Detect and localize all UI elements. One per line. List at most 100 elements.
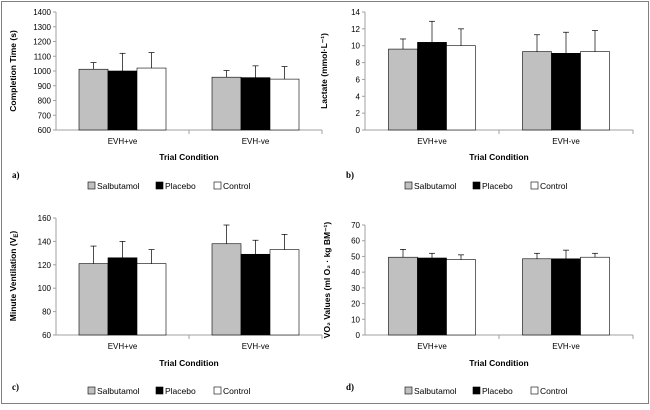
- y-axis-label-end: ): [8, 231, 18, 234]
- legend-label-control: Control: [223, 181, 251, 191]
- legend-label-control: Control: [540, 181, 568, 191]
- y-tick-label: 1000: [33, 67, 51, 76]
- x-category-label: EVH+ve: [417, 342, 447, 351]
- legend-swatch-control: [213, 181, 222, 190]
- legend-swatch-salbutamol: [87, 181, 96, 190]
- bar-salbutamol: [388, 256, 418, 336]
- y-tick-label: 1100: [34, 52, 52, 61]
- panel-label: c): [12, 382, 19, 392]
- bar-salbutamol: [78, 263, 109, 336]
- bar-control: [580, 256, 610, 336]
- chart-panel-2: 0 2 4 6 8 10 12 14 EVH+ve EVH-ve Trial Condition La…: [319, 8, 634, 191]
- legend-swatch-salbutamol: [404, 181, 413, 190]
- legend-label-placebo: Placebo: [165, 181, 196, 191]
- legend-label-placebo: Placebo: [165, 386, 196, 396]
- legend-swatch-salbutamol: [87, 386, 96, 395]
- legend-swatch-placebo: [155, 181, 164, 190]
- y-tick-label: 700: [38, 111, 52, 120]
- bar-control: [136, 263, 167, 336]
- y-tick-label: 1300: [33, 23, 51, 32]
- y-tick-label: 12: [351, 25, 360, 34]
- figure-frame: [1, 1, 649, 404]
- bar-placebo: [107, 257, 138, 336]
- legend-label-salbutamol: Salbutamol: [414, 181, 457, 191]
- bar-salbutamol: [388, 48, 418, 131]
- bar-placebo: [107, 70, 138, 131]
- y-tick-label: 14: [351, 8, 360, 17]
- y-tick-label: 0: [356, 331, 361, 340]
- y-tick-label: 60: [351, 237, 360, 246]
- y-tick-label: 50: [351, 252, 360, 261]
- legend-label-salbutamol: Salbutamol: [97, 181, 140, 191]
- y-tick-label: 100: [38, 284, 52, 293]
- legend-label-salbutamol: Salbutamol: [414, 386, 457, 396]
- x-category-label: EVH+ve: [417, 137, 447, 146]
- x-category-label: EVH+ve: [108, 342, 138, 351]
- y-tick-label: 120: [38, 261, 52, 270]
- bar-placebo: [240, 253, 271, 336]
- y-tick-label: 8: [356, 59, 361, 68]
- y-tick-label: 600: [38, 126, 52, 135]
- bar-placebo: [551, 258, 581, 336]
- y-axis-label: Completion Time (s): [8, 30, 18, 112]
- legend-swatch-control: [530, 386, 539, 395]
- legend: Salbutamol Placebo Control: [404, 181, 568, 191]
- bar-salbutamol: [211, 243, 242, 336]
- bar-control: [446, 259, 476, 336]
- y-axis-label-text: VO₂ Values (ml O₂ · kg BM⁻¹): [322, 222, 332, 339]
- panel-label: b): [346, 170, 354, 180]
- y-tick-label: 2: [356, 109, 361, 118]
- legend: Salbutamol Placebo Control: [87, 386, 251, 396]
- bar-placebo: [240, 77, 271, 131]
- y-axis-label-text: Completion Time (s): [8, 30, 18, 112]
- y-tick-label: 60: [42, 331, 51, 340]
- legend: Salbutamol Placebo Control: [87, 181, 251, 191]
- y-tick-label: 10: [351, 42, 360, 51]
- y-tick-label: 1400: [33, 8, 51, 17]
- legend: Salbutamol Placebo Control: [404, 386, 568, 396]
- x-axis-label: Trial Condition: [469, 358, 529, 368]
- legend-label-control: Control: [540, 386, 568, 396]
- bar-salbutamol: [522, 51, 552, 131]
- y-tick-label: 70: [351, 221, 360, 230]
- y-tick-label: 10: [351, 315, 360, 324]
- legend-label-placebo: Placebo: [482, 181, 513, 191]
- bar-control: [269, 78, 300, 131]
- x-category-label: EVH+ve: [108, 137, 138, 146]
- y-tick-label: 20: [351, 300, 360, 309]
- legend-label-salbutamol: Salbutamol: [97, 386, 140, 396]
- y-tick-label: 1200: [33, 38, 51, 47]
- chart-panel-1: 600 700 800 900 1000 1100 1200 1300 1400 EVH+ve EV…: [8, 8, 323, 191]
- y-axis-label: Minute Ventilation (VE): [8, 231, 20, 322]
- bar-placebo: [417, 42, 447, 131]
- bar-control: [136, 67, 167, 131]
- x-category-label: EVH-ve: [242, 137, 270, 146]
- y-axis-label: Lactate (mmol·L⁻¹): [319, 33, 329, 109]
- y-tick-label: 140: [38, 237, 52, 246]
- y-tick-label: 30: [351, 284, 360, 293]
- bar-control: [269, 249, 300, 336]
- panel-label: a): [12, 170, 20, 180]
- y-tick-label: 160: [38, 214, 52, 223]
- legend-swatch-control: [213, 386, 222, 395]
- y-tick-label: 900: [38, 82, 52, 91]
- legend-label-placebo: Placebo: [482, 386, 513, 396]
- legend-label-control: Control: [223, 386, 251, 396]
- bar-salbutamol: [78, 68, 109, 131]
- legend-swatch-placebo: [472, 181, 481, 190]
- x-category-label: EVH-ve: [552, 342, 580, 351]
- y-axis-label: VO₂ Values (ml O₂ · kg BM⁻¹): [322, 222, 332, 339]
- bar-control: [446, 45, 476, 131]
- legend-swatch-control: [530, 181, 539, 190]
- bar-salbutamol: [522, 258, 552, 336]
- y-tick-label: 80: [42, 308, 51, 317]
- y-axis-label-text: Lactate (mmol·L⁻¹): [319, 33, 329, 109]
- legend-swatch-placebo: [155, 386, 164, 395]
- chart-panel-3: 60 80 100 120 140 160 EVH+ve EVH-ve Trial Condit…: [8, 214, 323, 396]
- y-tick-label: 40: [351, 268, 360, 277]
- x-axis-label: Trial Condition: [469, 152, 529, 162]
- y-tick-label: 6: [356, 75, 361, 84]
- bar-placebo: [551, 52, 581, 131]
- x-category-label: EVH-ve: [552, 137, 580, 146]
